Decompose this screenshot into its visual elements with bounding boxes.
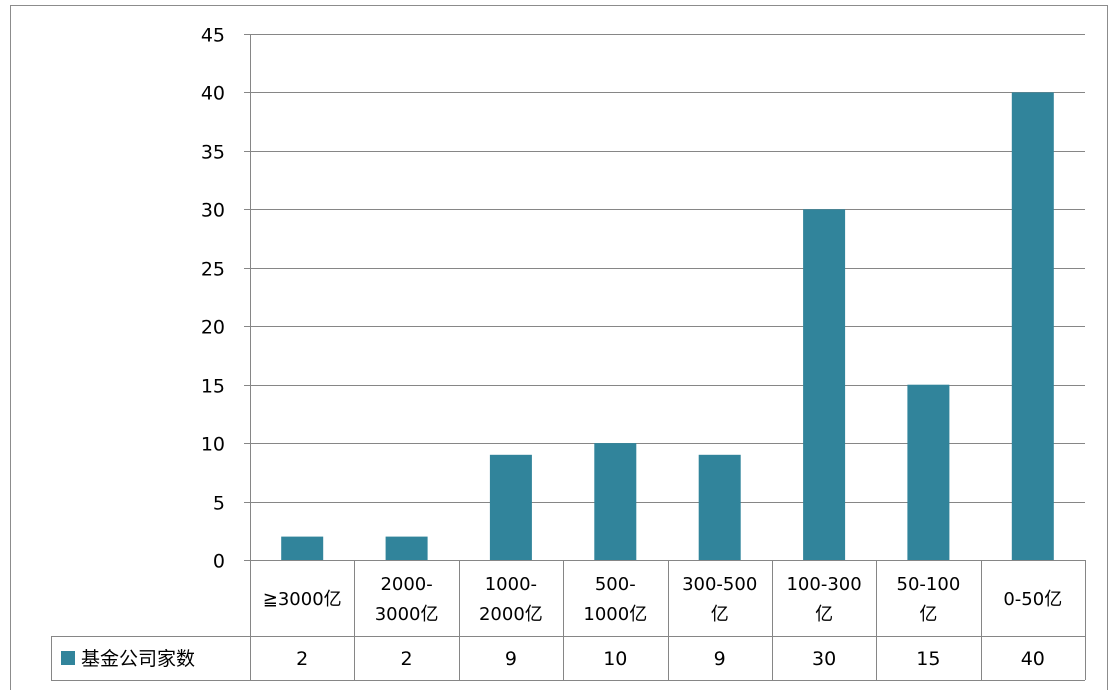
category-label: 1000亿 [583,604,647,625]
category-label: 亿 [815,604,833,625]
y-tick-label: 20 [201,317,225,339]
data-table-value: 9 [714,648,726,670]
category-label: 100-300 [786,574,861,595]
category-label: ≧3000亿 [263,589,342,610]
bar [281,536,324,560]
data-table-value: 10 [603,648,627,670]
bar [907,384,950,560]
y-tick-label: 5 [213,493,225,515]
category-label: 亿 [711,604,729,625]
category-label: 2000- [380,574,432,595]
data-table-value: 9 [505,648,517,670]
bar [1011,92,1054,561]
y-tick-label: 40 [201,83,225,105]
bar [385,536,428,560]
category-label: 500- [595,574,636,595]
bar [594,443,637,560]
legend-swatch [61,651,75,665]
legend-series-name: 基金公司家数 [81,648,195,670]
category-label: 3000亿 [375,604,439,625]
y-tick-label: 25 [201,259,225,281]
chart-frame [10,5,1108,694]
y-tick-label: 0 [213,551,225,573]
y-tick-label: 15 [201,376,225,398]
category-label: 300-500 [682,574,757,595]
category-label: 亿 [919,604,937,625]
y-tick-label: 35 [201,142,225,164]
y-tick-label: 30 [201,200,225,222]
category-label: 2000亿 [479,604,543,625]
data-table-value: 2 [401,648,413,670]
bar [803,209,846,561]
data-table-value: 40 [1021,648,1045,670]
data-table-value: 30 [812,648,836,670]
data-table-value: 15 [916,648,940,670]
y-tick-label: 10 [201,434,225,456]
category-label: 0-50亿 [1003,589,1062,610]
bar [489,454,532,560]
y-tick-label: 45 [201,25,225,47]
category-label: 50-100 [897,574,961,595]
category-label: 1000- [485,574,537,595]
bar [698,454,741,560]
data-table-value: 2 [296,648,308,670]
